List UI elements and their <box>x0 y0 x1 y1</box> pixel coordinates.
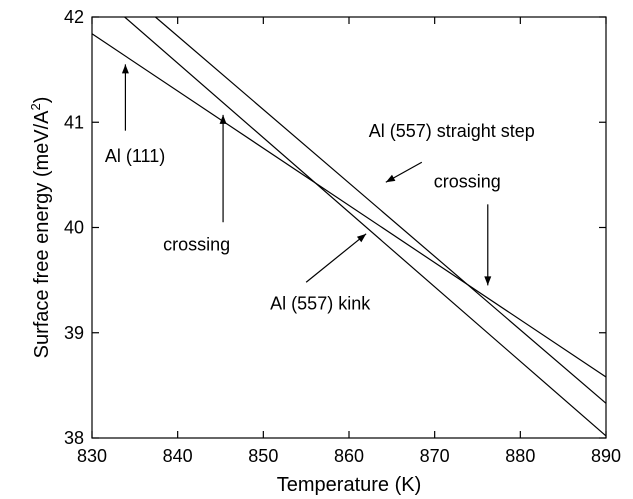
x-tick-label: 830 <box>77 446 107 466</box>
y-axis-label: Surface free energy (meV/A2) <box>28 97 53 359</box>
x-tick-label: 850 <box>248 446 278 466</box>
annotation-arrow-head <box>121 64 129 74</box>
plot-frame <box>91 16 607 439</box>
series-line-1 <box>91 33 607 378</box>
y-tick-label: 40 <box>64 218 84 238</box>
y-tick-label: 38 <box>64 428 84 448</box>
x-tick-label: 890 <box>591 446 621 466</box>
axis-ticks: 830 840 850 860 870 880 890 38 39 40 41 42 <box>64 7 621 466</box>
annotations: Al (111) crossing Al (557) straight step cr… <box>105 64 535 314</box>
annotation-arrow-shaft <box>305 233 367 283</box>
annotation-label: crossing <box>434 172 501 192</box>
annotation-label: Al (557) straight step <box>369 121 535 141</box>
y-axis-label-main: Surface free energy (meV/A <box>31 110 53 359</box>
y-tick-label: 39 <box>64 323 84 343</box>
annotation-label: Al (557) kink <box>270 294 371 314</box>
x-tick-label: 840 <box>163 446 193 466</box>
annotation-label: Al (111) <box>105 146 165 166</box>
x-axis-label: Temperature (K) <box>277 474 422 496</box>
annotation-arrow-head <box>484 276 492 286</box>
annotation-label: crossing <box>163 235 230 255</box>
y-axis-label-superscript: 2 <box>28 103 43 110</box>
annotation-arrow-head <box>385 174 396 183</box>
annotation-arrow-head <box>219 114 227 124</box>
y-axis-label-close: ) <box>31 97 53 104</box>
series-lines <box>91 16 607 437</box>
series-line-3 <box>155 16 607 404</box>
y-tick-label: 42 <box>64 7 84 27</box>
x-tick-label: 870 <box>420 446 450 466</box>
annotation-arrow-head <box>356 233 367 243</box>
series-line-2 <box>124 16 607 437</box>
x-tick-label: 880 <box>505 446 535 466</box>
x-tick-label: 860 <box>334 446 364 466</box>
y-tick-label: 41 <box>64 112 84 132</box>
